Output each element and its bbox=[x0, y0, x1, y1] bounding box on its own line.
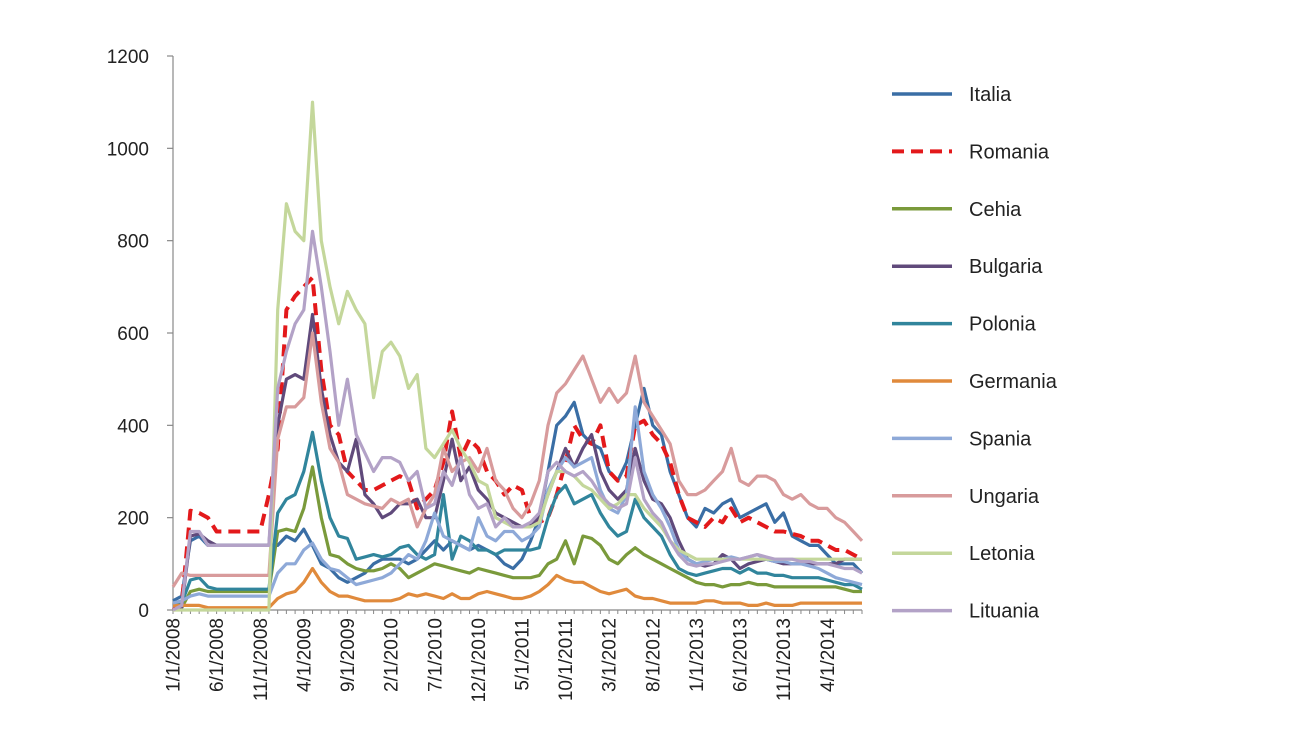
legend-label-bulgaria: Bulgaria bbox=[969, 256, 1043, 278]
y-tick-label: 800 bbox=[117, 232, 149, 253]
legend-label-letonia: Letonia bbox=[969, 543, 1035, 565]
series-line-lituania bbox=[172, 229, 863, 612]
y-tick-label: 400 bbox=[117, 416, 149, 437]
series-lines bbox=[171, 100, 864, 612]
x-tick-label: 4/1/2009 bbox=[294, 618, 315, 692]
x-tick-label: 6/1/2013 bbox=[731, 618, 752, 692]
legend-label-lituania: Lituania bbox=[969, 601, 1040, 623]
series-line-polonia bbox=[172, 430, 863, 607]
x-tick-label: 3/1/2012 bbox=[600, 618, 621, 692]
x-axis: 1/1/2008 6/1/2008 11/1/2008 4/1/2009 9/1/200… bbox=[164, 609, 863, 703]
x-tick-label: 6/1/2008 bbox=[207, 618, 228, 692]
y-tick-label: 600 bbox=[117, 324, 149, 345]
legend-label-germania: Germania bbox=[969, 371, 1058, 393]
x-tick-label: 2/1/2010 bbox=[382, 618, 403, 692]
x-tick-label: 8/1/2012 bbox=[643, 618, 664, 692]
legend-label-spania: Spania bbox=[969, 428, 1032, 450]
x-tick-label: 5/1/2011 bbox=[513, 618, 534, 691]
x-tick-label: 7/1/2010 bbox=[425, 618, 446, 692]
x-tick-label: 9/1/2009 bbox=[338, 618, 359, 692]
legend-label-italia: Italia bbox=[969, 84, 1012, 106]
legend-label-ungaria: Ungaria bbox=[969, 486, 1040, 508]
y-tick-label: 0 bbox=[138, 601, 149, 622]
y-axis: 0 200 400 600 800 1000 1200 bbox=[107, 47, 174, 622]
legend-label-polonia: Polonia bbox=[969, 314, 1037, 336]
x-tick-label: 10/1/2011 bbox=[556, 618, 577, 701]
series-line-germania bbox=[173, 566, 862, 610]
x-tick-label: 11/1/2008 bbox=[251, 618, 272, 701]
series-line-romania bbox=[172, 275, 863, 612]
x-tick-label: 11/1/2013 bbox=[774, 618, 795, 701]
y-tick-label: 1200 bbox=[107, 47, 149, 68]
x-tick-label: 1/1/2013 bbox=[687, 618, 708, 692]
legend-label-cehia: Cehia bbox=[969, 199, 1022, 221]
x-tick-label: 12/1/2010 bbox=[469, 618, 490, 703]
series-line-ungaria bbox=[171, 331, 864, 588]
x-tick-label: 1/1/2008 bbox=[164, 618, 185, 692]
legend: Italia Romania Cehia Bulgaria Polonia Germani… bbox=[892, 84, 1058, 623]
series-line-cehia bbox=[172, 465, 862, 612]
y-tick-label: 1000 bbox=[107, 139, 149, 160]
series-line-italia bbox=[172, 386, 864, 603]
y-tick-label: 200 bbox=[117, 509, 149, 530]
x-tick-label: 4/1/2014 bbox=[818, 618, 839, 692]
series-line-bulgaria bbox=[172, 312, 862, 612]
legend-label-romania: Romania bbox=[969, 141, 1050, 163]
